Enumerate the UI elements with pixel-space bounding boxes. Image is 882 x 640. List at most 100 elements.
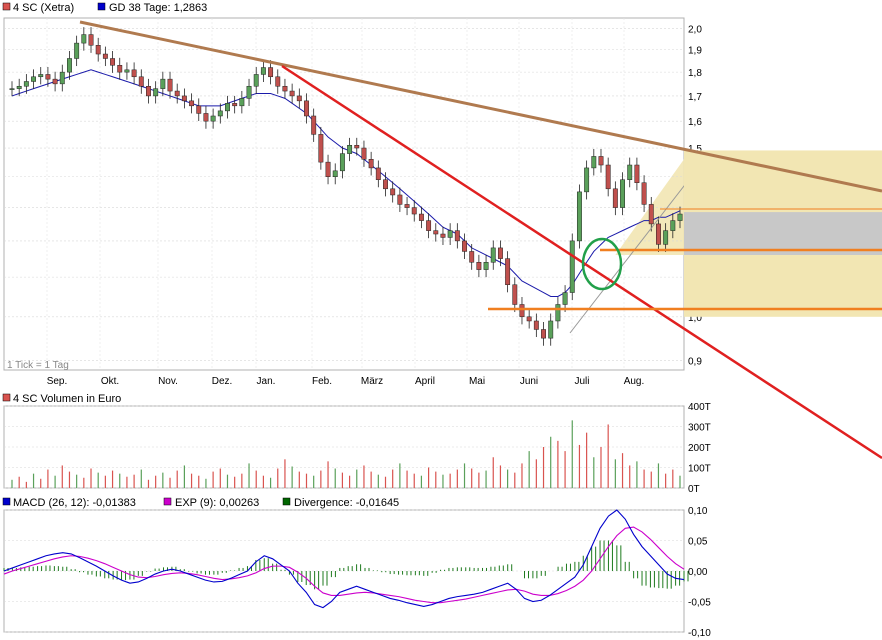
candle-body bbox=[311, 115, 317, 135]
candle-body bbox=[354, 145, 360, 149]
price-y-tick: 1,8 bbox=[688, 68, 702, 79]
x-tick-label: Juni bbox=[520, 376, 538, 387]
divergence-legend-swatch bbox=[282, 497, 291, 506]
candle-body bbox=[16, 85, 22, 89]
macd-y-tick: 0,00 bbox=[688, 567, 708, 578]
candle-body bbox=[490, 247, 496, 263]
volume-y-tick: 200T bbox=[688, 443, 711, 454]
candle-body bbox=[433, 230, 439, 235]
candle-body bbox=[562, 292, 568, 305]
x-tick-label: Dez. bbox=[212, 376, 233, 387]
candle-body bbox=[196, 105, 202, 114]
candle-body bbox=[239, 98, 245, 107]
candle-body bbox=[361, 147, 367, 160]
candle-body bbox=[404, 204, 410, 208]
candle-body bbox=[174, 90, 180, 97]
candle-body bbox=[59, 71, 65, 85]
candle-body bbox=[296, 95, 302, 102]
candle-body bbox=[426, 220, 432, 231]
candle-body bbox=[203, 113, 209, 122]
candle-body bbox=[476, 262, 482, 270]
x-tick-label: Nov. bbox=[158, 376, 178, 387]
candle-body bbox=[483, 262, 489, 270]
candle-body bbox=[260, 67, 266, 75]
candle-body bbox=[332, 170, 338, 177]
candle-body bbox=[167, 78, 173, 92]
candle-body bbox=[52, 78, 58, 85]
x-tick-label: Juli bbox=[574, 376, 589, 387]
candle-body bbox=[505, 258, 511, 286]
candle-body bbox=[634, 164, 640, 183]
candle-body bbox=[440, 233, 446, 238]
volume-legend-label: 4 SC Volumen in Euro bbox=[13, 393, 121, 405]
price-y-tick: 0,9 bbox=[688, 357, 702, 368]
volume-bars bbox=[11, 420, 681, 488]
candle-body bbox=[397, 194, 403, 205]
candle-body bbox=[512, 284, 518, 305]
candle-body bbox=[462, 240, 467, 252]
candle-body bbox=[533, 320, 539, 330]
price-candles bbox=[9, 27, 683, 346]
exp-line bbox=[3, 526, 685, 604]
candle-body bbox=[181, 95, 187, 102]
candle-body bbox=[390, 188, 396, 196]
candle-body bbox=[347, 145, 353, 154]
candle-body bbox=[375, 167, 381, 180]
volume-y-tick: 0T bbox=[688, 484, 700, 495]
candle-body bbox=[117, 65, 123, 73]
candle-body bbox=[677, 213, 683, 221]
candle-body bbox=[325, 161, 331, 177]
price-y-tick: 1,5 bbox=[688, 144, 702, 155]
x-tick-label: Jan. bbox=[257, 376, 276, 387]
candle-body bbox=[641, 182, 647, 205]
candle-body bbox=[569, 240, 575, 293]
ma-legend-swatch bbox=[97, 2, 106, 11]
x-axis: Sep. Okt. Nov. Dez. Jan. Feb. März April Mai Juni… bbox=[47, 376, 645, 387]
candle-body bbox=[210, 115, 216, 122]
candle-body bbox=[620, 179, 625, 208]
candle-body bbox=[88, 34, 94, 46]
candle-body bbox=[160, 78, 166, 89]
price-y-tick: 1,0 bbox=[688, 313, 702, 324]
candle-body bbox=[304, 100, 309, 117]
candle-body bbox=[591, 156, 597, 169]
price-y-tick: 1,7 bbox=[688, 92, 702, 103]
candle-body bbox=[648, 204, 654, 225]
candle-body bbox=[605, 164, 611, 190]
candle-body bbox=[153, 88, 159, 97]
candle-body bbox=[612, 188, 618, 208]
price-legend-swatch bbox=[2, 2, 11, 11]
candle-body bbox=[74, 42, 80, 59]
price-moving-average bbox=[11, 69, 681, 297]
candle-body bbox=[9, 88, 15, 90]
candle-body bbox=[289, 90, 295, 97]
candle-body bbox=[131, 69, 137, 78]
candle-body bbox=[124, 69, 130, 73]
price-legend-label: 4 SC (Xetra) bbox=[13, 2, 74, 14]
candle-body bbox=[576, 191, 582, 242]
x-tick-label: Feb. bbox=[312, 376, 332, 387]
ma-line bbox=[11, 69, 681, 297]
candle-body bbox=[555, 304, 561, 322]
macd-y-tick: 0,10 bbox=[688, 506, 708, 517]
candle-body bbox=[81, 34, 87, 44]
resistance-band bbox=[684, 212, 882, 256]
candle-body bbox=[411, 207, 417, 215]
price-grid bbox=[4, 18, 684, 370]
candle-body bbox=[584, 167, 590, 193]
candle-body bbox=[282, 85, 288, 92]
macd-y-tick: 0,05 bbox=[688, 537, 708, 548]
volume-y-tick: 400T bbox=[688, 402, 711, 413]
candle-body bbox=[497, 247, 503, 259]
candle-body bbox=[146, 85, 151, 97]
candle-body bbox=[548, 320, 554, 339]
x-tick-label: April bbox=[415, 376, 435, 387]
macd-lines bbox=[3, 509, 685, 609]
candle-body bbox=[656, 223, 661, 245]
candle-body bbox=[339, 153, 345, 172]
x-tick-label: März bbox=[361, 376, 383, 387]
price-y-tick: 1,9 bbox=[688, 46, 702, 57]
candle-body bbox=[23, 81, 29, 87]
macd-y-axis: 0,10 0,05 0,00 -0,05 -0,10 bbox=[688, 506, 711, 639]
candle-body bbox=[447, 230, 453, 238]
